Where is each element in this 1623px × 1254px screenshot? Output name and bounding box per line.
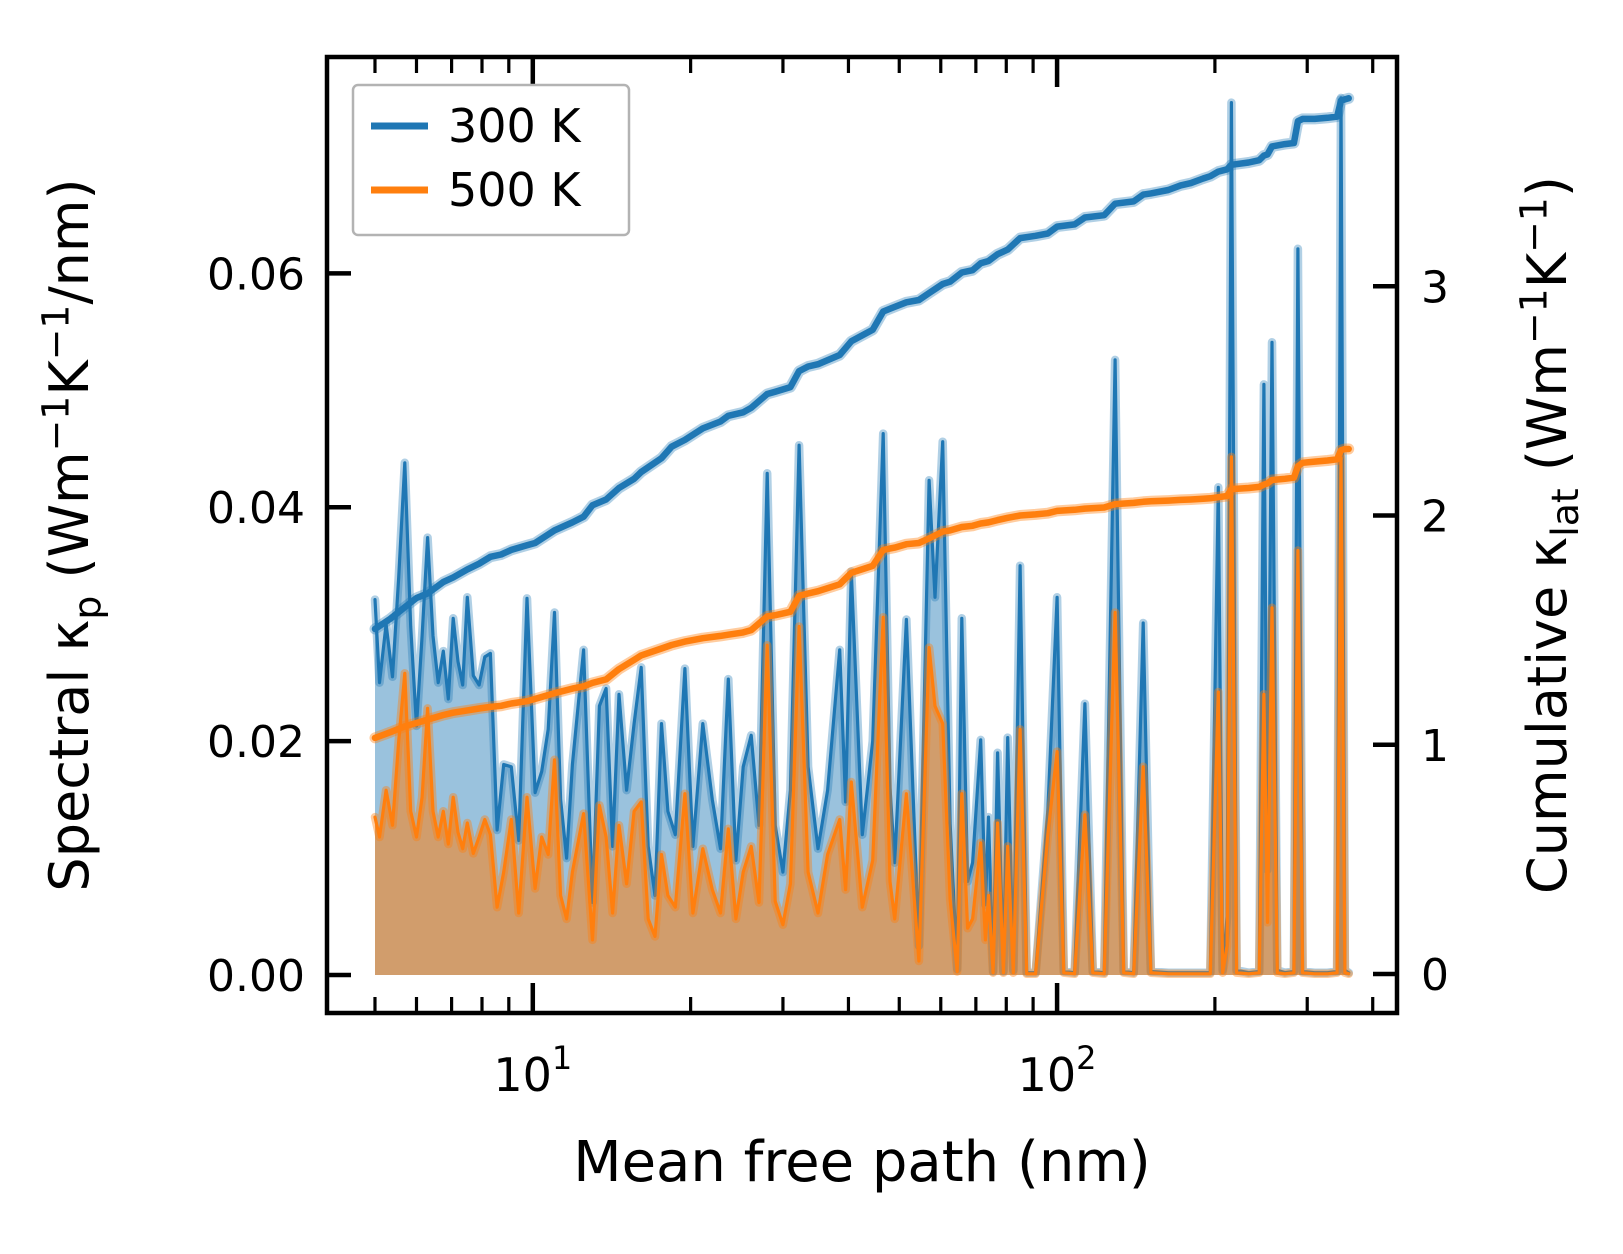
y-tick-label-right: 2: [1421, 492, 1449, 543]
cumulative-500k-line: [371, 445, 1352, 742]
legend-label-300k: 300 K: [448, 99, 582, 153]
axis-ticks: [327, 57, 1397, 1013]
y-tick-label-left: 0.00: [207, 951, 305, 1002]
series-lines: [369, 92, 1355, 979]
y-tick-label-right: 1: [1421, 721, 1449, 772]
y-axis-title-right: Cumulative κlat​ (Wm−1​K−1​): [1512, 176, 1587, 894]
legend-label-500k: 500 K: [448, 163, 582, 217]
y-tick-label-right: 3: [1421, 262, 1449, 313]
plot-frame: [324, 54, 1400, 1016]
legend: 300 K 500 K: [351, 83, 631, 237]
axis-tick-labels: 0.00 0.02 0.04 0.06 0 1 2 3 101 102: [207, 249, 1449, 1102]
axis-titles: Spectral κp​ (Wm−1​K−1​/nm) Cumulative κl…: [34, 176, 1587, 1195]
y-tick-label-left: 0.04: [207, 483, 305, 534]
x-tick-label: 102: [1018, 1039, 1097, 1102]
cumulative-300k-line: [371, 95, 1352, 633]
spectral-300k-area: [375, 97, 1349, 975]
y-tick-label-left: 0.06: [207, 249, 305, 300]
x-tick-label: 101: [493, 1039, 572, 1102]
y-tick-label-left: 0.02: [207, 717, 305, 768]
plot-border: [324, 54, 1400, 1016]
spectral-500k-line: [373, 455, 1351, 976]
x-axis-title: Mean free path (nm): [573, 1130, 1150, 1195]
y-axis-title-left: Spectral κp​ (Wm−1​K−1​/nm): [34, 178, 109, 891]
y-tick-label-right: 0: [1421, 950, 1449, 1001]
